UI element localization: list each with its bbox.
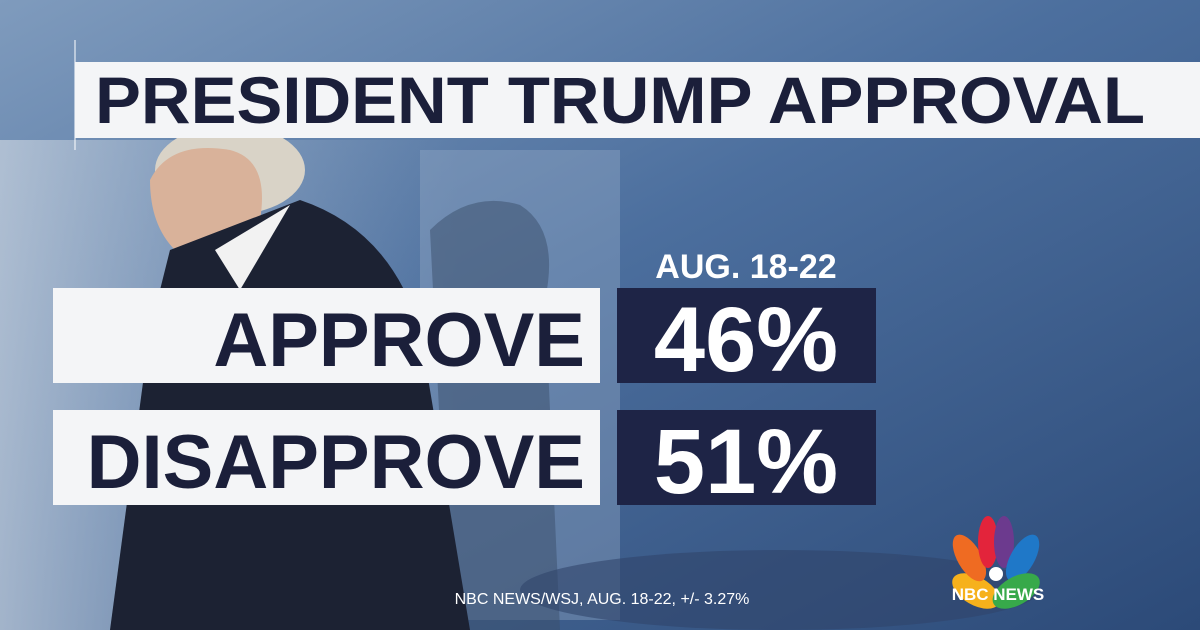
- peacock-body: [989, 567, 1003, 581]
- row-value: 46%: [654, 289, 838, 391]
- feather: [994, 516, 1014, 568]
- foliage: [520, 550, 1040, 630]
- value-box: [617, 288, 876, 383]
- column-header: AUG. 18-22: [655, 248, 836, 286]
- label-box: [53, 288, 600, 383]
- label-box: [53, 410, 600, 505]
- feather: [978, 516, 998, 568]
- row-label: DISAPPROVE: [87, 420, 585, 505]
- row-value: 51%: [654, 411, 838, 513]
- feather: [992, 573, 1040, 609]
- collar: [215, 205, 290, 290]
- title-bar: [75, 62, 1200, 138]
- value-box: [617, 410, 876, 505]
- feather: [952, 534, 987, 582]
- feather: [1005, 534, 1040, 582]
- source: NBC NEWS/WSJ, AUG. 18-22, +/- 3.27%: [455, 591, 750, 608]
- logo-text: NBC NEWS: [952, 585, 1045, 604]
- nbc-peacock: [952, 516, 1040, 609]
- title: PRESIDENT TRUMP APPROVAL: [95, 63, 1145, 137]
- row-label: APPROVE: [213, 298, 585, 383]
- feather: [952, 573, 1000, 609]
- rows: APPROVE 46% DISAPPROVE 51%: [53, 288, 876, 513]
